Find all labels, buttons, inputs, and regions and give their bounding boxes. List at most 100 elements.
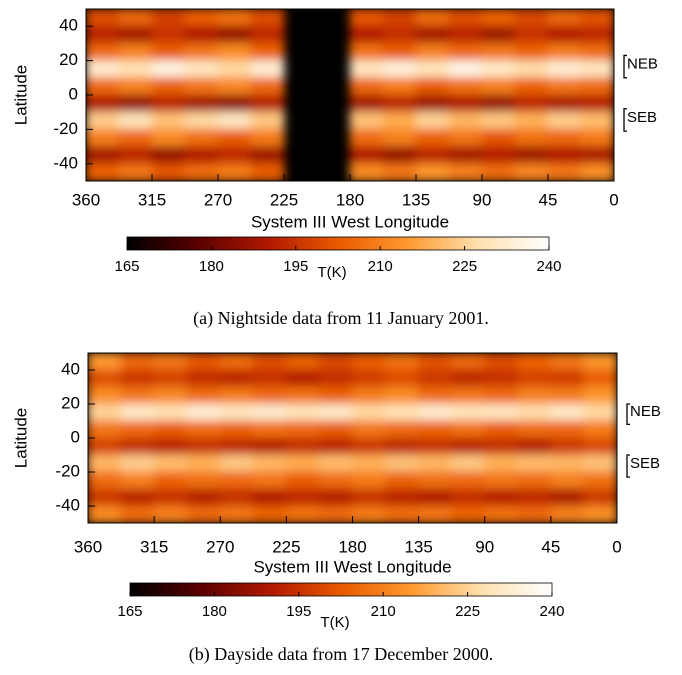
heatmap-cell [250, 94, 285, 113]
heatmap-cell [88, 386, 122, 405]
heatmap-cell [547, 146, 582, 165]
colorbar-tick-label: 195 [283, 258, 308, 275]
heatmap-cell [451, 403, 486, 422]
band-label: NEB [630, 403, 661, 420]
heatmap-cell [153, 471, 188, 490]
heatmap-cells [88, 353, 617, 523]
heatmap-cell [484, 386, 519, 405]
heatmap-cell [252, 420, 287, 439]
x-tick-label: 225 [272, 537, 300, 556]
heatmap-cell [318, 353, 353, 371]
heatmap-cell [217, 111, 252, 130]
heatmap-cell [186, 488, 221, 507]
heatmap-cell [451, 353, 486, 371]
heatmap-cell [550, 353, 585, 371]
x-tick-label: 270 [206, 537, 234, 556]
colorbar-tick-label: 165 [114, 258, 139, 275]
heatmap-cell [153, 386, 188, 405]
heatmap-cell [184, 163, 219, 181]
colorbar-tick-label: 225 [455, 603, 480, 620]
heatmap-cell [252, 386, 287, 405]
heatmap-cell [451, 505, 486, 523]
colorbar-label: T(K) [320, 614, 349, 631]
heatmap-cell [484, 420, 519, 439]
heatmap-cell [153, 403, 188, 422]
y-axis-label: Latitude [11, 65, 30, 126]
band-bracket [626, 454, 630, 478]
heatmap-cell [151, 146, 186, 165]
heatmap-cell [250, 60, 285, 79]
heatmap-cell [88, 505, 122, 523]
band-label: SEB [630, 455, 660, 472]
heatmap-cell [153, 353, 188, 371]
heatmap-cell [349, 25, 384, 44]
heatmap-cell [151, 94, 186, 113]
heatmap-cell [219, 437, 254, 456]
heatmap-cell [583, 488, 617, 507]
heatmap-cell [580, 9, 614, 27]
y-tick-label: 40 [61, 359, 80, 378]
heatmap-cell [382, 60, 417, 79]
heatmap-cell [219, 454, 254, 473]
heatmap-cell [448, 111, 483, 130]
heatmap-cell [451, 471, 486, 490]
heatmap-cell [349, 163, 384, 181]
heatmap-cell [88, 437, 122, 456]
heatmap-cell [415, 77, 450, 96]
heatmap-cell [418, 386, 453, 405]
heatmap-cell [318, 488, 353, 507]
heatmap-cell [118, 60, 153, 79]
heatmap-cell [451, 488, 486, 507]
heatmap-cell [418, 437, 453, 456]
heatmap-cell [550, 369, 585, 388]
heatmap-cell [318, 369, 353, 388]
heatmap-cell [118, 111, 153, 130]
heatmap-cell [352, 488, 387, 507]
heatmap-cell [285, 369, 320, 388]
heatmap-cell [250, 25, 285, 44]
heatmap-cell [217, 94, 252, 113]
heatmap-cell [418, 454, 453, 473]
heatmap-cell [285, 437, 320, 456]
heatmap-cell [385, 386, 420, 405]
heatmap-cell [382, 77, 417, 96]
heatmap-cell [448, 42, 483, 62]
colorbar-tick-label: 180 [202, 603, 227, 620]
heatmap-cell [550, 403, 585, 422]
heatmap-cell [120, 420, 155, 439]
heatmap-cell [547, 111, 582, 130]
heatmap-cell [514, 128, 549, 148]
x-tick-label: 315 [140, 537, 168, 556]
heatmap-cell [120, 369, 155, 388]
heatmap-cell [484, 353, 519, 371]
heatmap-cell [318, 420, 353, 439]
heatmap-cell [120, 505, 155, 523]
heatmap-cell [514, 60, 549, 79]
heatmap-cell [219, 471, 254, 490]
heatmap-cell [580, 42, 614, 62]
heatmap-cell [448, 163, 483, 181]
heatmap-cell [547, 9, 582, 27]
heatmap-cell [583, 353, 617, 371]
heatmap-cell [517, 437, 552, 456]
heatmap-cell [448, 25, 483, 44]
x-axis-label: System III West Longitude [251, 212, 449, 231]
caption: (a) Nightside data from 11 January 2001. [193, 308, 489, 329]
heatmap-cell [184, 77, 219, 96]
heatmap-cell [448, 9, 483, 27]
heatmap-cell [484, 505, 519, 523]
heatmap-cell [151, 25, 186, 44]
heatmap-cell [120, 403, 155, 422]
heatmap-cell [88, 369, 122, 388]
heatmap-cell [448, 128, 483, 148]
heatmap-cell [250, 9, 285, 27]
x-tick-label: 360 [74, 537, 102, 556]
heatmap-cell [184, 128, 219, 148]
heatmap-cell [252, 369, 287, 388]
band-bracket [623, 108, 627, 132]
heatmap-cell [285, 353, 320, 371]
heatmap-cell [514, 146, 549, 165]
heatmap-cell [583, 505, 617, 523]
heatmap-cell [550, 437, 585, 456]
heatmap-cell [252, 403, 287, 422]
